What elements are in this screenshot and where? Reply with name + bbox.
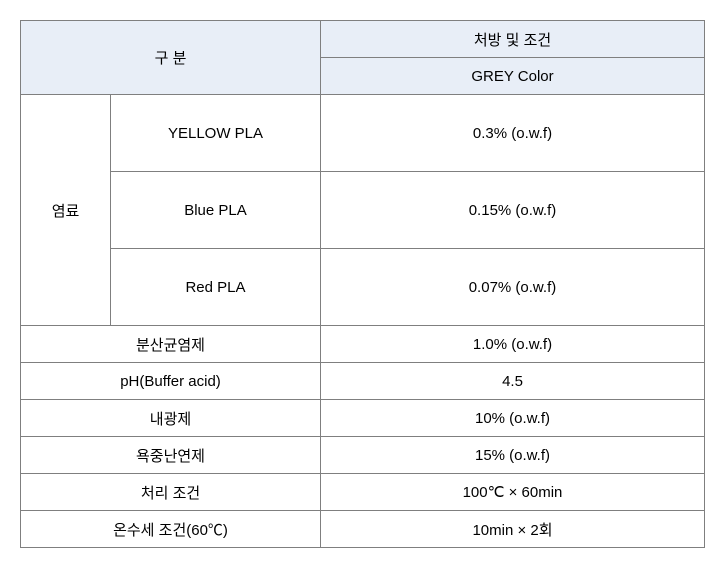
simple-label-0: 분산균염제 <box>21 326 321 363</box>
simple-row-4: 처리 조건 100℃ × 60min <box>21 474 705 511</box>
simple-value-1: 4.5 <box>321 363 705 400</box>
dye-value-1: 0.15% (o.w.f) <box>321 172 705 249</box>
dye-row-2: Red PLA 0.07% (o.w.f) <box>21 249 705 326</box>
dye-name-1: Blue PLA <box>111 172 321 249</box>
dye-name-0: YELLOW PLA <box>111 95 321 172</box>
simple-label-1: pH(Buffer acid) <box>21 363 321 400</box>
dye-value-2: 0.07% (o.w.f) <box>321 249 705 326</box>
dye-row-0: 염료 YELLOW PLA 0.3% (o.w.f) <box>21 95 705 172</box>
simple-label-3: 욕중난연제 <box>21 437 321 474</box>
simple-row-3: 욕중난연제 15% (o.w.f) <box>21 437 705 474</box>
simple-value-4: 100℃ × 60min <box>321 474 705 511</box>
simple-label-2: 내광제 <box>21 400 321 437</box>
dye-group-label: 염료 <box>21 95 111 326</box>
header-right-top: 처방 및 조건 <box>321 21 705 58</box>
dye-value-0: 0.3% (o.w.f) <box>321 95 705 172</box>
simple-value-3: 15% (o.w.f) <box>321 437 705 474</box>
header-right-sub: GREY Color <box>321 58 705 95</box>
header-left: 구 분 <box>21 21 321 95</box>
simple-value-0: 1.0% (o.w.f) <box>321 326 705 363</box>
simple-row-2: 내광제 10% (o.w.f) <box>21 400 705 437</box>
dye-row-1: Blue PLA 0.15% (o.w.f) <box>21 172 705 249</box>
simple-row-0: 분산균염제 1.0% (o.w.f) <box>21 326 705 363</box>
spec-table: 구 분 처방 및 조건 GREY Color 염료 YELLOW PLA 0.3… <box>20 20 705 548</box>
simple-value-2: 10% (o.w.f) <box>321 400 705 437</box>
simple-row-1: pH(Buffer acid) 4.5 <box>21 363 705 400</box>
dye-name-2: Red PLA <box>111 249 321 326</box>
simple-label-4: 처리 조건 <box>21 474 321 511</box>
header-row-1: 구 분 처방 및 조건 <box>21 21 705 58</box>
